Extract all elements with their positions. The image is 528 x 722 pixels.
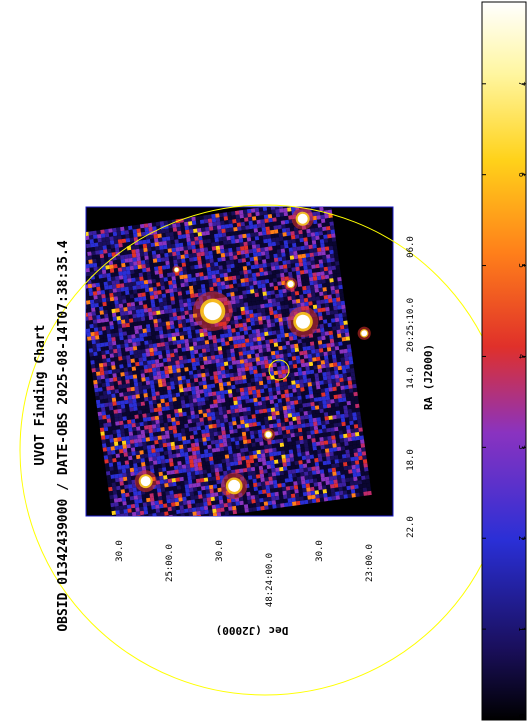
chart-title: UVOT Finding Chart — [33, 325, 48, 466]
colorbar-tick-label: 4 — [517, 354, 526, 359]
ra-tick-2: 14.0 — [406, 367, 416, 389]
dec-tick-0: 30.0 — [115, 540, 125, 562]
colorbar — [481, 1, 527, 721]
y-axis-label: Dec (J2000) — [216, 624, 289, 637]
ra-tick-0: 22.0 — [406, 516, 416, 538]
dec-tick-1: 25:00.0 — [165, 544, 175, 582]
ra-tick-3: 20:25:10.0 — [406, 298, 416, 352]
colorbar-tick-label: 2 — [517, 536, 526, 541]
colorbar-tick-label: 3 — [517, 445, 526, 450]
colorbar-tick-label: 1 — [517, 627, 526, 632]
target-circle — [268, 359, 290, 381]
sky-image — [86, 207, 372, 516]
colorbar-tick-label: 6 — [517, 172, 526, 177]
colorbar-ticks: 0 1 2 3 4 5 6 7 — [482, 81, 526, 721]
colorbar-tick-label: 5 — [517, 263, 526, 268]
ra-tick-1: 18.0 — [406, 449, 416, 471]
colorbar-tick-label: 0 — [517, 714, 526, 719]
chart-subtitle: OBSID 01342439000 / DATE-OBS 2025-08-14T… — [56, 240, 71, 632]
dec-tick-2: 30.0 — [215, 540, 225, 562]
dec-tick-3: 48:24:00.0 — [265, 553, 275, 607]
ra-tick-4: 06.0 — [406, 236, 416, 258]
x-axis-label: RA (J2000) — [422, 344, 435, 410]
dec-tick-5: 23:00.0 — [365, 544, 375, 582]
dec-tick-4: 30.0 — [315, 540, 325, 562]
colorbar-tick-label: 7 — [517, 81, 526, 86]
